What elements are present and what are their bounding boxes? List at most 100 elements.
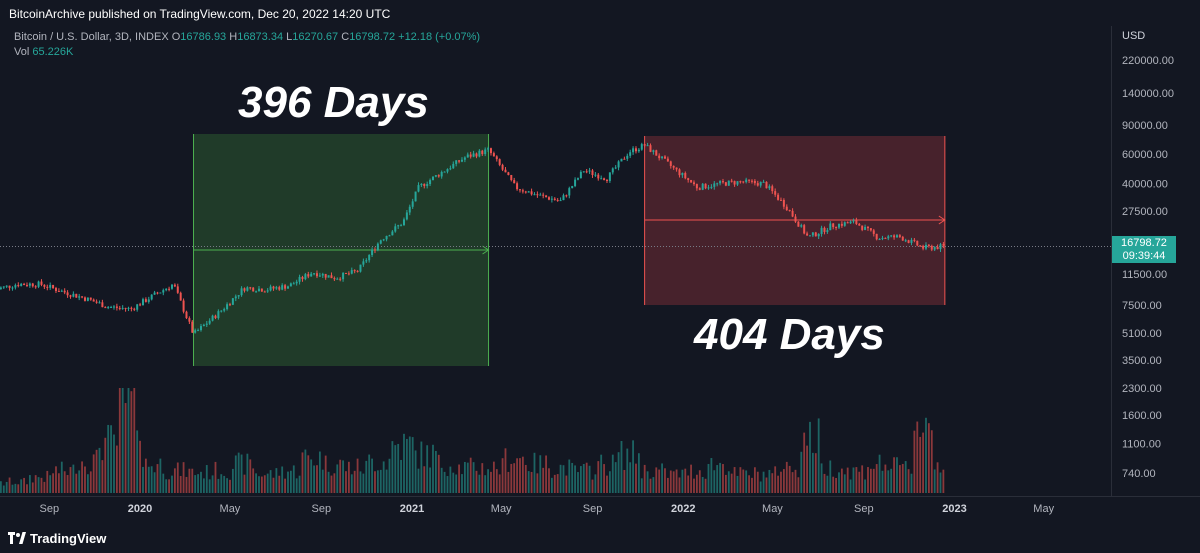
volume-bar: [217, 478, 220, 493]
volume-bar: [771, 473, 774, 493]
candle-body: [872, 230, 875, 234]
candle-body: [521, 190, 524, 192]
candle-body: [223, 309, 226, 311]
candle-body: [92, 299, 95, 302]
volume-bar: [475, 470, 478, 493]
candle-body: [133, 308, 136, 310]
volume-bar: [127, 388, 130, 493]
volume-bar: [910, 473, 913, 493]
candle-body: [666, 158, 669, 162]
low-label: L: [286, 31, 293, 43]
volume-bar: [510, 463, 513, 493]
candle-body: [388, 235, 391, 237]
volume-bar: [423, 466, 426, 493]
candle-body: [452, 163, 455, 169]
candle-body: [808, 235, 811, 237]
last-price-value: 16798.72: [1121, 237, 1167, 249]
volume-bar: [878, 454, 881, 493]
volume-bar: [240, 454, 243, 493]
volume-bar: [104, 437, 107, 493]
candle-body: [182, 300, 185, 312]
candle-body: [553, 198, 556, 200]
volume-bar: [49, 475, 52, 493]
volume-bar: [403, 433, 405, 493]
candle-body: [843, 222, 846, 226]
candle-body: [14, 285, 17, 288]
candle-body: [269, 286, 272, 291]
volume-bar: [817, 418, 820, 493]
volume-bar: [553, 474, 556, 493]
price-tick-label: 2300.00: [1122, 383, 1162, 395]
volume-bar: [429, 467, 431, 493]
tradingview-logo-icon[interactable]: [8, 532, 26, 546]
candle-body: [713, 183, 716, 187]
volume-bar: [316, 465, 318, 493]
candle-body: [916, 240, 919, 246]
candle-body: [159, 292, 162, 294]
volume-bar: [159, 458, 162, 493]
candle-body: [402, 219, 405, 226]
candle-body: [362, 261, 365, 265]
volume-bar: [707, 463, 710, 493]
volume-bar: [600, 454, 603, 493]
volume-bar: [698, 470, 701, 493]
candle-body: [170, 284, 173, 289]
volume-bar: [684, 468, 687, 493]
candle-body: [289, 283, 292, 287]
volume-bar: [437, 454, 440, 493]
tradingview-brand[interactable]: TradingView: [30, 531, 107, 546]
candle-body: [150, 294, 153, 300]
price-tick-label: 740.00: [1122, 468, 1156, 480]
time-tick-label: May: [491, 503, 512, 515]
chart-legend: Bitcoin / U.S. Dollar, 3D, INDEX O16786.…: [14, 31, 480, 43]
volume-bar: [345, 471, 347, 493]
candle-body: [788, 210, 791, 212]
volume-bar: [382, 461, 385, 493]
volume-bar: [121, 388, 124, 493]
candle-body: [835, 227, 838, 229]
volume-bar: [664, 468, 666, 493]
candle-body: [304, 274, 307, 280]
volume-bar: [347, 461, 350, 493]
volume-bar: [875, 464, 878, 493]
candle-body: [504, 169, 507, 173]
candle-body: [649, 145, 652, 152]
currency-label[interactable]: USD: [1122, 30, 1146, 42]
candle-body: [655, 150, 658, 156]
volume-bar: [745, 470, 748, 493]
volume-bar: [374, 471, 376, 493]
volume-bar: [432, 444, 434, 493]
candle-body: [205, 323, 208, 325]
volume-bar: [562, 465, 565, 493]
time-tick-label: Sep: [854, 503, 874, 515]
candle-body: [608, 172, 611, 181]
volume-bar: [481, 463, 484, 493]
candle-body: [840, 223, 843, 226]
volume-bar: [710, 458, 713, 493]
candle-body: [472, 153, 475, 157]
candle-body: [487, 148, 490, 150]
volume-bar: [826, 475, 829, 493]
volume-bar: [168, 479, 170, 493]
symbol-name[interactable]: Bitcoin / U.S. Dollar, 3D, INDEX: [14, 31, 169, 43]
candle-body: [237, 295, 240, 297]
volume-bar: [591, 479, 594, 493]
candle-body: [579, 171, 582, 179]
candle-body: [893, 235, 896, 238]
candle-body: [629, 152, 632, 156]
volume-bar: [188, 468, 191, 493]
candle-body: [568, 188, 571, 196]
volume-bar: [449, 466, 452, 493]
volume-bar: [472, 462, 475, 493]
volume-bar: [579, 466, 582, 493]
volume-bar: [258, 476, 260, 493]
candle-body: [927, 244, 930, 246]
volume-bar: [867, 467, 869, 493]
candle-body: [811, 232, 814, 236]
volume-bar: [63, 471, 66, 493]
candle-body: [347, 273, 350, 275]
candle-body: [623, 158, 626, 160]
volume-bar: [269, 470, 272, 493]
volume-bar: [501, 458, 504, 493]
